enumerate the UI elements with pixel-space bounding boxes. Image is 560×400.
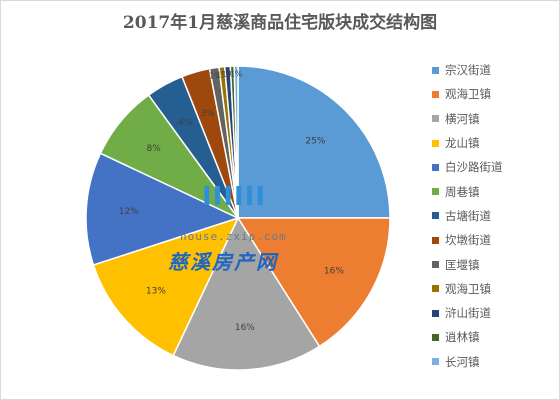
slice-label: 1% xyxy=(222,70,235,79)
legend-swatch xyxy=(432,188,439,196)
legend-item: 坎墩街道 xyxy=(432,228,554,252)
legend-item: 龙山镇 xyxy=(432,131,554,155)
legend-label: 观海卫镇 xyxy=(445,281,491,296)
slice-label: 25% xyxy=(305,137,325,147)
legend-label: 龙山镇 xyxy=(445,136,480,151)
legend-label: 周巷镇 xyxy=(445,184,480,199)
slice-label: 16% xyxy=(235,323,255,333)
slice-label: 1% xyxy=(209,71,222,80)
slice-label: 1% xyxy=(230,70,243,79)
legend-label: 宗汉街道 xyxy=(445,63,491,78)
legend-item: 古塘街道 xyxy=(432,204,554,228)
slice-label: 13% xyxy=(146,286,166,296)
legend-swatch xyxy=(432,333,439,341)
slice-label: 1% xyxy=(216,70,229,79)
slice-label: 3% xyxy=(200,109,215,119)
legend-item: 白沙路街道 xyxy=(432,155,554,179)
legend-label: 横河镇 xyxy=(445,111,480,126)
legend-swatch xyxy=(432,236,439,244)
pie-slice xyxy=(236,217,391,348)
legend-label: 逍林镇 xyxy=(445,330,480,345)
slice-label: 16% xyxy=(324,267,344,277)
legend-item: 逍林镇 xyxy=(432,325,554,349)
pie-slice xyxy=(233,65,239,219)
legend-swatch xyxy=(432,139,439,147)
legend-swatch xyxy=(432,285,439,293)
pie-slice xyxy=(172,216,321,371)
legend-swatch xyxy=(432,212,439,220)
legend-swatch xyxy=(432,90,439,98)
slice-label: 12% xyxy=(119,207,139,217)
legend-swatch xyxy=(432,115,439,123)
slice-label: 0% xyxy=(226,70,239,79)
legend-label: 匡堰镇 xyxy=(445,257,480,272)
legend-label: 观海卫镇 xyxy=(445,87,491,102)
legend-item: 观海卫镇 xyxy=(432,82,554,106)
legend-item: 宗汉街道 xyxy=(432,58,554,82)
legend-item: 周巷镇 xyxy=(432,179,554,203)
pie-slice xyxy=(92,216,240,357)
legend-swatch xyxy=(432,66,439,74)
legend-swatch xyxy=(432,309,439,317)
pie-slice xyxy=(85,152,241,266)
chart-title: 2017年1月慈溪商品住宅版块成交结构图 xyxy=(122,13,438,33)
legend-item: 观海卫镇 xyxy=(432,277,554,301)
legend-label: 浒山街道 xyxy=(445,306,491,321)
legend-label: 坎墩街道 xyxy=(445,233,491,248)
chart-legend: 宗汉街道 观海卫镇 横河镇 龙山镇 白沙路街道 周巷镇 古塘街道 坎墩街道 匡堰镇 观海卫镇 浒山街… xyxy=(432,58,554,374)
legend-item: 横河镇 xyxy=(432,107,554,131)
legend-swatch xyxy=(432,163,439,171)
legend-item: 匡堰镇 xyxy=(432,252,554,276)
slice-label: 4% xyxy=(178,118,193,128)
pie-slice xyxy=(237,65,391,219)
slice-label: 8% xyxy=(147,144,162,154)
legend-label: 白沙路街道 xyxy=(445,160,503,175)
legend-swatch xyxy=(432,358,439,366)
legend-label: 长河镇 xyxy=(445,354,480,369)
legend-swatch xyxy=(432,261,439,269)
legend-item: 长河镇 xyxy=(432,350,554,374)
legend-item: 浒山街道 xyxy=(432,301,554,325)
legend-label: 古塘街道 xyxy=(445,208,491,223)
